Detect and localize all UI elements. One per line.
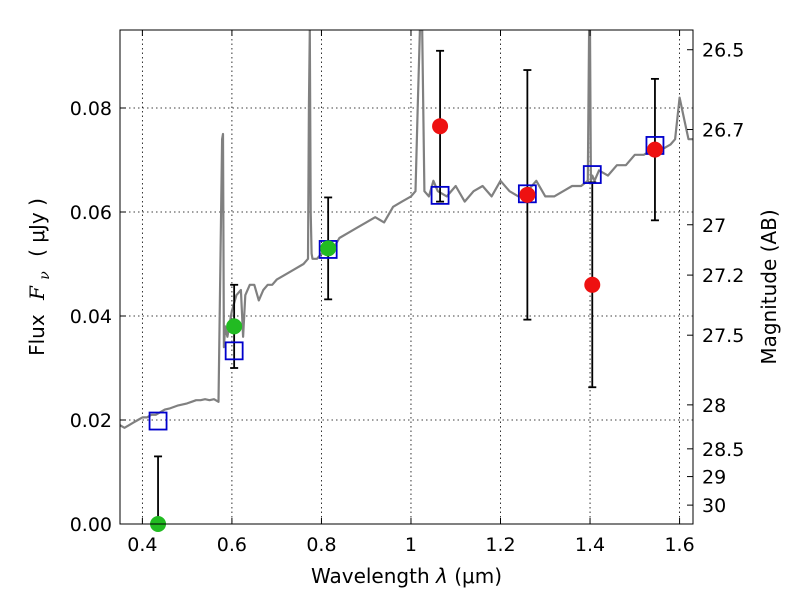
model-photometry-point xyxy=(582,165,602,184)
x-tick-label: 0.8 xyxy=(306,534,336,556)
x-tick-label: 1.4 xyxy=(575,534,605,556)
y-tick-label: 0.06 xyxy=(70,202,112,224)
y-tick-label: 0.04 xyxy=(70,306,112,328)
y2-tick-label: 27.2 xyxy=(702,265,744,287)
x-tick-label: 1.2 xyxy=(485,534,515,556)
y2-tick-label: 30 xyxy=(702,495,726,517)
spectrum-line xyxy=(120,30,693,429)
x-axis-label: Wavelength λ (μm) xyxy=(311,564,502,588)
observed-point xyxy=(320,240,337,257)
y-axis-label-subscript: ν xyxy=(37,271,53,280)
observed-point xyxy=(432,118,449,135)
plot-frame xyxy=(119,29,694,525)
model-photometry-point xyxy=(148,411,168,431)
errorbar-series xyxy=(154,49,659,524)
spectrum-series xyxy=(120,30,693,429)
model-photometry-point xyxy=(430,185,450,205)
y-axis-label: Flux F ν ( μJy ) xyxy=(25,198,54,356)
y-tick-label: 0.02 xyxy=(70,410,112,432)
observed-point xyxy=(519,186,536,203)
y2-tick-label: 27 xyxy=(702,215,726,237)
x-axis-label-prefix: Wavelength xyxy=(311,564,430,588)
x-tick-label: 1 xyxy=(405,534,417,556)
secondary-y-axis-label: Magnitude (AB) xyxy=(757,209,781,364)
x-tick-label: 0.4 xyxy=(127,534,157,556)
y2-tick-label: 26.5 xyxy=(702,40,744,62)
observed-series xyxy=(150,118,663,532)
y-tick-label: 0.08 xyxy=(70,98,112,120)
y-tick-label: 0.00 xyxy=(70,514,112,536)
x-tick-label: 0.6 xyxy=(217,534,247,556)
observed-point xyxy=(226,318,243,335)
y-axis-label-prefix: Flux xyxy=(25,314,49,356)
y-axis-label-unit: ( μJy ) xyxy=(25,198,49,257)
y2-tick-label: 28.5 xyxy=(702,439,744,461)
model-photometry-point xyxy=(224,341,244,361)
y2-tick-label: 27.5 xyxy=(702,325,744,347)
axis-ticks: 0.4 0.6 0.8 1 1.2 1.4 1.6 0.00 0.02 0.04 0.06 0.08 2… xyxy=(70,30,744,556)
observed-point xyxy=(646,141,663,158)
x-axis-label-unit: (μm) xyxy=(454,564,502,588)
y2-tick-label: 29 xyxy=(702,467,726,489)
x-tick-label: 1.6 xyxy=(664,534,694,556)
y-axis-label-symbol: F xyxy=(25,285,49,301)
y2-tick-label: 26.7 xyxy=(702,120,744,142)
observed-point xyxy=(584,276,601,293)
model-photometry-series xyxy=(148,136,665,431)
x-axis-label-symbol: λ xyxy=(435,564,448,588)
y2-tick-label: 28 xyxy=(702,395,726,417)
grid xyxy=(120,30,693,524)
